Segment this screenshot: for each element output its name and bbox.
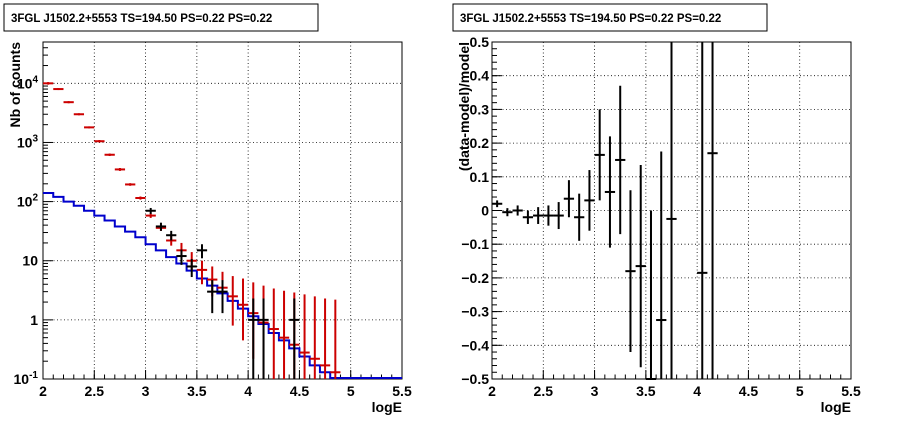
- right-y-axis-label: (data-model)/model: [456, 42, 472, 171]
- left-data-series: [145, 207, 300, 379]
- right-x-tick-label: 2: [488, 383, 496, 399]
- right-x-tick-label: 5.5: [841, 383, 861, 399]
- left-x-axis-label: logE: [372, 399, 402, 415]
- right-y-tick-label: −0.2: [461, 270, 489, 286]
- right-panel: 3FGL J1502.2+5553 TS=194.50 PS=0.22 PS=0…: [452, 3, 861, 415]
- right-x-axis-label: logE: [821, 399, 851, 415]
- right-y-tick-label: 0.2: [470, 135, 490, 151]
- left-x-tick-label: 2: [39, 383, 47, 399]
- right-title-box: [452, 3, 768, 32]
- right-y-tick-label: 0.4: [470, 68, 490, 84]
- right-y-tick-label: −0.5: [461, 371, 489, 387]
- right-x-tick-label: 3: [591, 383, 599, 399]
- right-residual-series: [492, 42, 718, 380]
- right-y-tick-label: −0.1: [461, 236, 489, 252]
- right-x-ticks: 2 2.5 3 3.5 4 4.5 5 5.5: [488, 370, 861, 399]
- right-x-tick-label: 5: [796, 383, 804, 399]
- right-y-tick-label: 0.3: [470, 101, 490, 117]
- left-y-axis-label: Nb of counts: [7, 42, 23, 128]
- left-plot-frame: [42, 41, 403, 380]
- left-model-total-series: [43, 82, 341, 379]
- left-x-tick-label: 3.5: [187, 383, 207, 399]
- right-y-tick-label: 0.1: [470, 169, 490, 185]
- left-x-tick-label: 3: [142, 383, 150, 399]
- left-y-tick-label: 102: [17, 193, 39, 210]
- right-y-tick-label: 0: [481, 203, 489, 219]
- right-title: 3FGL J1502.2+5553 TS=194.50 PS=0.22 PS=0…: [460, 13, 721, 25]
- left-title-box: [3, 3, 319, 32]
- left-grid: [43, 42, 402, 379]
- right-x-tick-label: 2.5: [534, 383, 554, 399]
- right-x-tick-label: 3.5: [636, 383, 656, 399]
- left-title: 3FGL J1502.2+5553 TS=194.50 PS=0.22 PS=0…: [11, 13, 272, 25]
- right-y-tick-label: −0.4: [461, 337, 489, 353]
- right-y-ticks: −0.5 −0.4 −0.3 −0.2 −0.1 0 0.1 0.2 0.3 0.4 0.5: [461, 34, 502, 387]
- left-y-tick-label: 103: [17, 133, 39, 150]
- left-x-tick-label: 5: [347, 383, 355, 399]
- left-x-tick-label: 4.5: [290, 383, 310, 399]
- left-x-tick-label: 4: [244, 383, 252, 399]
- left-x-tick-label: 2.5: [85, 383, 105, 399]
- left-y-tick-label: 10: [22, 253, 38, 269]
- right-x-tick-label: 4: [693, 383, 701, 399]
- right-y-tick-label: −0.3: [461, 304, 489, 320]
- left-y-tick-label: 1: [30, 312, 38, 328]
- left-panel: 3FGL J1502.2+5553 TS=194.50 PS=0.22 PS=0…: [3, 3, 412, 415]
- left-y-tick-label: 10-1: [14, 370, 39, 387]
- right-x-tick-label: 4.5: [739, 383, 759, 399]
- right-y-tick-label: 0.5: [470, 34, 490, 50]
- left-x-tick-label: 5.5: [392, 383, 412, 399]
- left-x-ticks: 2 2.5 3 3.5 4 4.5 5 5.5: [39, 370, 412, 399]
